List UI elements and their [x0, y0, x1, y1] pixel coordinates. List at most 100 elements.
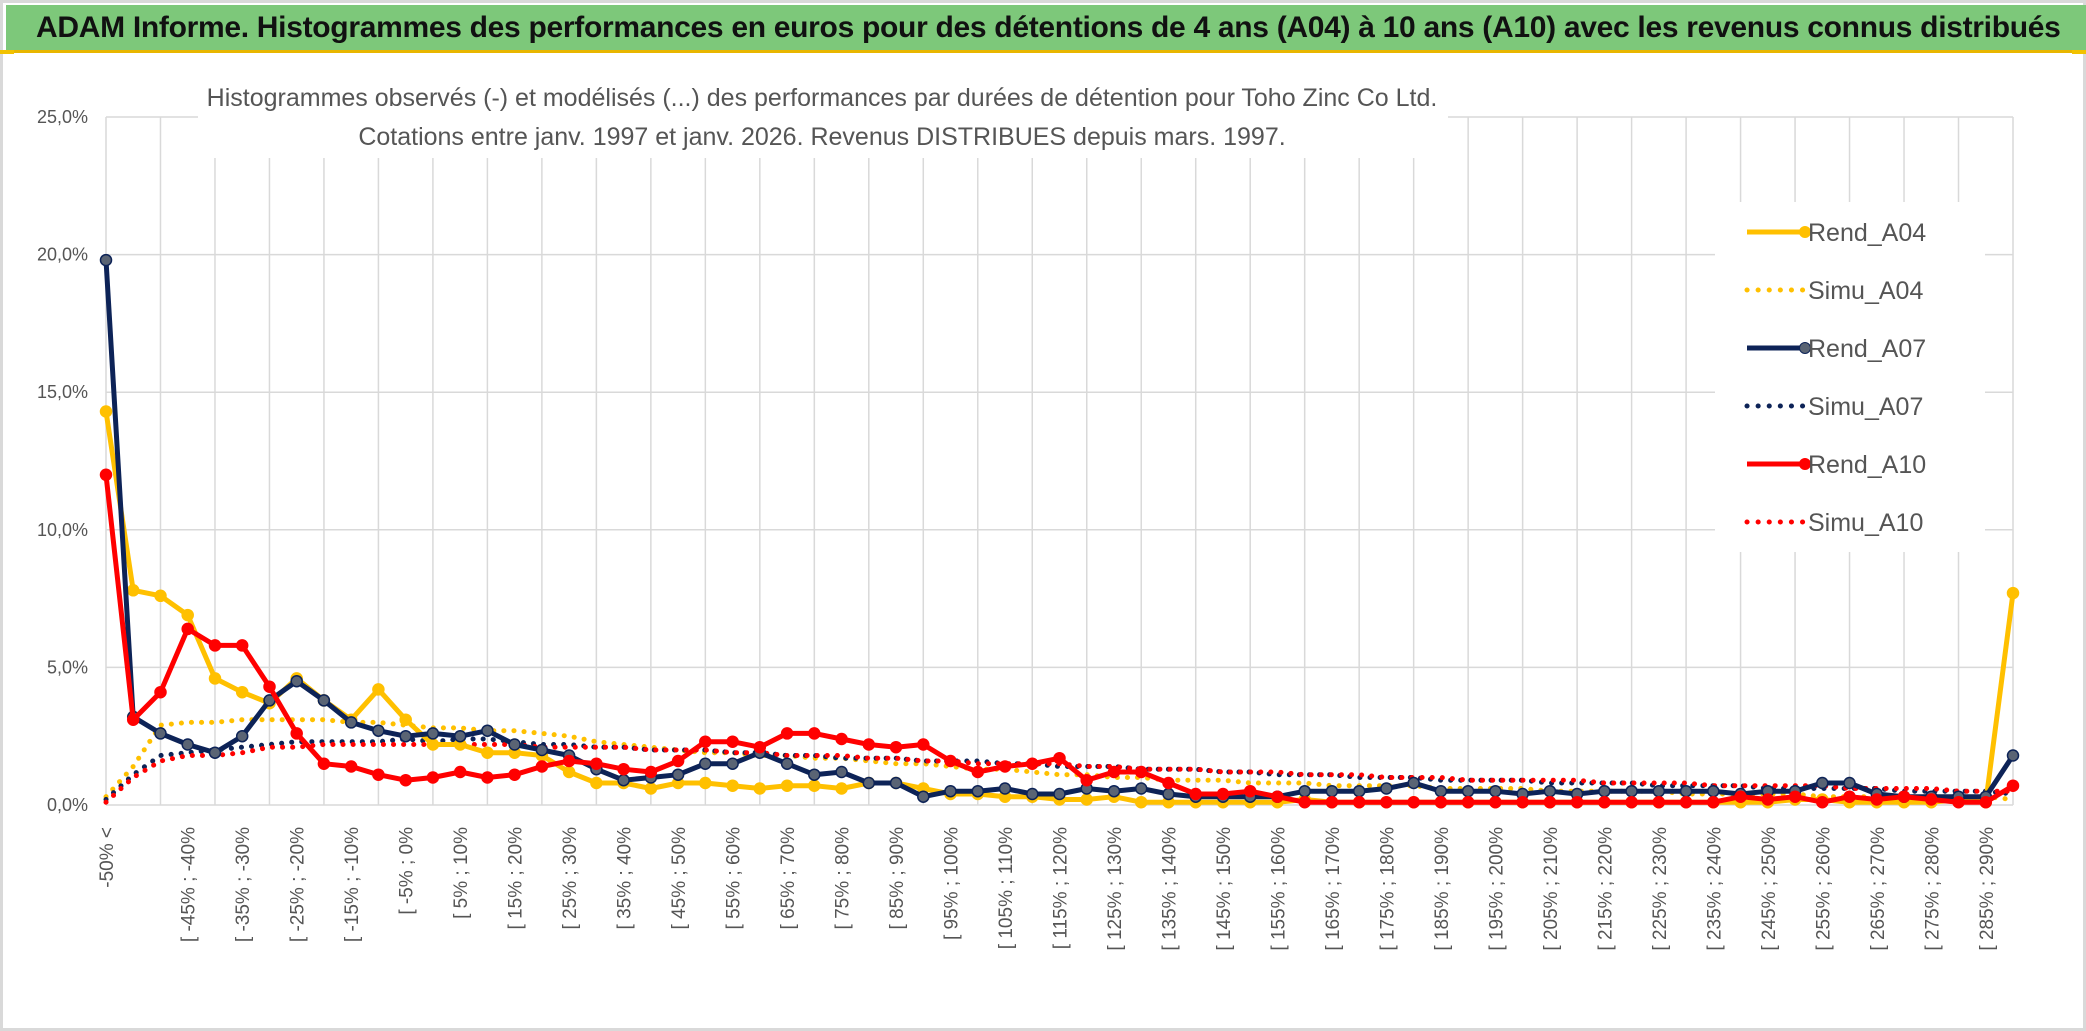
chart-title-background [198, 74, 1448, 158]
data-point [1652, 784, 1666, 798]
data-point [99, 405, 113, 418]
data-point [1870, 793, 1884, 806]
data-point [726, 757, 739, 770]
data-point [372, 683, 385, 696]
data-point [344, 716, 358, 729]
data-point [1816, 776, 1829, 790]
data-point [835, 782, 848, 795]
data-point [726, 779, 739, 792]
x-tick-label: [ -45% ; -40% [179, 827, 200, 942]
data-point [154, 727, 167, 740]
data-point [1026, 787, 1039, 801]
data-point [208, 639, 222, 652]
x-tick-label: [ -5% ; 0% [397, 827, 418, 915]
data-point [1707, 784, 1720, 798]
x-tick-label: [ 125% ; 130% [1105, 827, 1126, 951]
data-point [1543, 795, 1557, 809]
data-point [835, 732, 848, 746]
data-point [372, 724, 385, 737]
data-point [726, 735, 739, 748]
data-point [1461, 784, 1475, 798]
x-tick-label: [ 205% ; 210% [1541, 827, 1562, 951]
data-point [699, 776, 712, 790]
data-point [317, 757, 331, 770]
data-point [1761, 793, 1775, 806]
data-point [1625, 795, 1638, 809]
data-point [535, 743, 549, 757]
data-point [862, 776, 876, 790]
data-point [453, 729, 467, 743]
x-tick-label: [ 265% ; 270% [1868, 827, 1889, 951]
x-tick-label: [ 145% ; 150% [1214, 827, 1235, 951]
x-tick-label: [ 55% ; 60% [724, 827, 745, 930]
data-point [617, 773, 630, 787]
data-point [453, 765, 467, 779]
page-title: ADAM Informe. Histogrammes des performan… [36, 11, 2061, 44]
data-point [998, 782, 1012, 795]
series-simu-a04 [103, 717, 2016, 802]
x-tick-label: [ 15% ; 20% [506, 827, 527, 930]
data-point [481, 771, 494, 784]
data-point [808, 768, 821, 781]
data-point [399, 729, 412, 743]
data-point [1461, 795, 1475, 809]
data-point [944, 754, 957, 768]
data-point [753, 740, 767, 754]
data-point [1625, 784, 1638, 798]
data-point [1134, 782, 1148, 795]
legend-background [1715, 202, 1985, 552]
x-tick-label: -50% < [97, 827, 118, 888]
x-tick-label: [ 35% ; 40% [615, 827, 636, 930]
data-point [671, 754, 685, 768]
data-point [617, 762, 630, 776]
data-point [1134, 795, 1148, 809]
data-point [399, 773, 412, 787]
header-banner: ADAM Informe. Histogrammes des performan… [6, 5, 2086, 53]
data-point [1843, 790, 1856, 803]
data-point [808, 727, 821, 740]
data-point [835, 765, 848, 779]
data-point [399, 713, 412, 726]
data-point [998, 760, 1012, 773]
data-point [344, 760, 358, 773]
data-point [1925, 793, 1938, 806]
data-point [862, 738, 876, 751]
data-point [590, 776, 603, 790]
x-tick-label: [ 95% ; 100% [942, 827, 963, 940]
chart-title-block: Histogrammes observés (-) et modélisés (… [198, 74, 1448, 158]
data-point [2006, 586, 2020, 600]
data-point [1053, 787, 1066, 801]
x-tick-label: [ -25% ; -20% [288, 827, 309, 942]
x-tick-label: [ 75% ; 80% [833, 827, 854, 930]
data-point [699, 757, 712, 770]
data-point [1570, 795, 1584, 809]
data-point [1843, 776, 1856, 790]
data-point [971, 765, 985, 779]
data-point [1216, 787, 1230, 801]
data-point [1979, 795, 1993, 809]
x-tick-label: [ -15% ; -10% [342, 827, 363, 942]
data-point [2006, 749, 2020, 762]
data-point [1434, 784, 1448, 798]
data-point [1380, 782, 1393, 795]
data-point [208, 672, 222, 685]
legend-marker [1799, 226, 1811, 238]
legend-label: Simu_A10 [1808, 509, 1923, 537]
x-tick-label: [ 135% ; 140% [1159, 827, 1180, 951]
legend-label: Simu_A07 [1808, 393, 1923, 421]
data-point [235, 639, 249, 652]
data-point [426, 738, 440, 751]
data-point [1080, 793, 1093, 806]
x-tick-label: [ 185% ; 190% [1432, 827, 1453, 951]
data-point [1162, 776, 1175, 790]
data-point [1107, 765, 1121, 779]
corner-accent-left [0, 50, 14, 54]
data-point [808, 779, 821, 792]
data-point [1897, 790, 1911, 803]
y-tick-label: 0,0% [47, 795, 88, 815]
x-tick-label: [ 165% ; 170% [1323, 827, 1344, 951]
legend: Rend_A04 Simu_A04 Rend_A07 Simu_A07 Rend_A10… [1715, 202, 1985, 552]
data-point [699, 735, 712, 748]
data-point [1407, 795, 1420, 809]
